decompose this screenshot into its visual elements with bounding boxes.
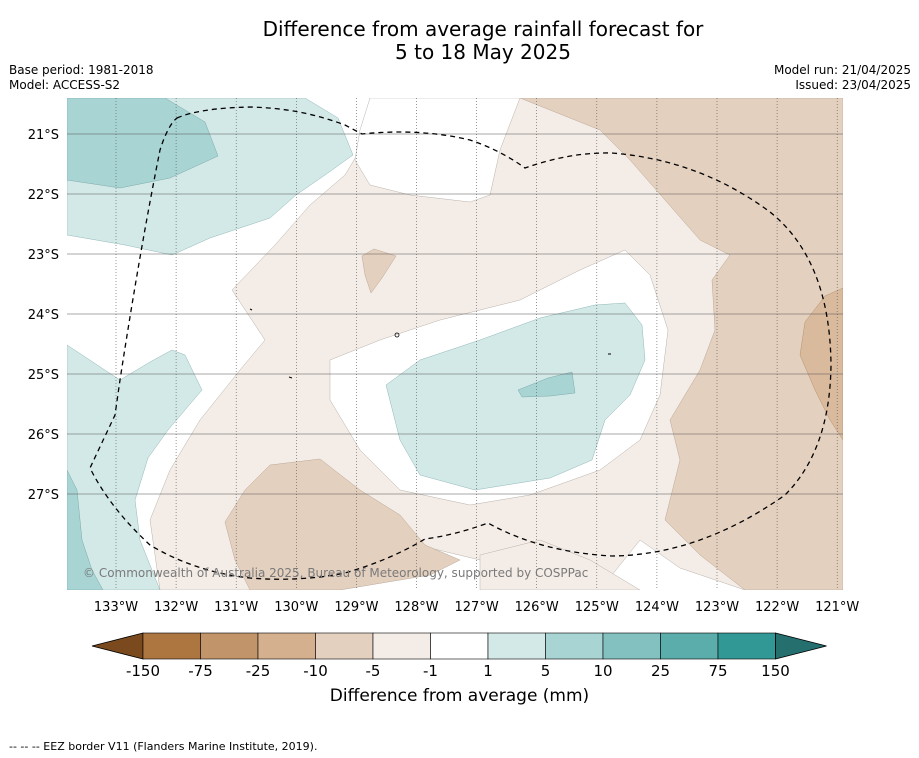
colorbar-tick-label: -25 — [246, 662, 271, 680]
latitude-label: 23°S — [28, 248, 59, 263]
longitude-labels: 133°W 132°W 131°W 130°W 129°W 128°W 127°W 126°W… — [94, 600, 860, 615]
colorbar-tick-label: 75 — [708, 662, 727, 680]
islands — [249, 308, 611, 379]
base-period: Base period: 1981-2018 — [9, 63, 154, 77]
colorbar-segment — [487, 632, 546, 660]
colorbar-segment — [315, 632, 374, 660]
colorbar-tick-label: -75 — [188, 662, 213, 680]
longitude-label: 122°W — [755, 600, 799, 615]
region-wet-1-5-central — [385, 302, 646, 491]
latitude-label: 25°S — [28, 368, 59, 383]
rainfall-anomaly-field — [67, 98, 843, 590]
map-title: Difference from average rainfall forecas… — [0, 18, 919, 64]
region-dry-5-10-small — [361, 248, 397, 294]
longitude-label: 126°W — [515, 600, 559, 615]
colorbar-tick-label: -10 — [303, 662, 328, 680]
colorbar-tick-label: -150 — [126, 662, 160, 680]
colorbar-segment — [545, 632, 604, 660]
island-mark-4 — [288, 376, 293, 379]
meta-right: Model run: 21/04/2025 Issued: 23/04/2025 — [774, 63, 911, 93]
model-run: Model run: 21/04/2025 — [773, 63, 911, 77]
longitude-label: 124°W — [635, 600, 679, 615]
longitude-label: 129°W — [334, 600, 378, 615]
region-dry-5-10-east — [519, 98, 843, 590]
colorbar-arrow-low — [91, 632, 144, 660]
title-line-1: Difference from average rainfall forecas… — [262, 17, 704, 41]
colorbar-tick-label: 1 — [483, 662, 493, 680]
longitude-label: 132°W — [154, 600, 198, 615]
longitude-label: 125°W — [575, 600, 619, 615]
colorbar-segment — [660, 632, 719, 660]
copyright-credit: © Commonwealth of Australia 2025, Bureau… — [83, 566, 588, 580]
longitude-label: 121°W — [815, 600, 859, 615]
region-wet-1-5-southwest — [67, 344, 203, 590]
colorbar-segment — [602, 632, 661, 660]
eez-border — [89, 106, 832, 580]
island-mark-1 — [394, 332, 400, 338]
colorbar-tick-label: 10 — [593, 662, 612, 680]
colorbar — [91, 632, 827, 660]
colorbar-tick-labels: -150 -75 -25 -10 -5 -1 1 5 10 25 75 150 — [126, 662, 790, 680]
colorbar-tick-label: -5 — [366, 662, 381, 680]
longitude-label: 131°W — [214, 600, 258, 615]
latitude-label: 24°S — [28, 308, 59, 323]
colorbar-segment — [717, 632, 776, 660]
colorbar-segment — [257, 632, 316, 660]
colorbar-tick-label: 5 — [541, 662, 551, 680]
colorbar-tick-label: -1 — [423, 662, 438, 680]
region-dry-10-25-east — [799, 287, 843, 441]
longitude-label: 133°W — [94, 600, 138, 615]
latitude-label: 21°S — [28, 128, 59, 143]
issued-date: Issued: 23/04/2025 — [795, 78, 911, 92]
colorbar-segment — [142, 632, 201, 660]
meta-left: Base period: 1981-2018 Model: ACCESS-S2 — [9, 63, 154, 93]
longitude-label: 130°W — [274, 600, 318, 615]
colorbar-title: Difference from average (mm) — [329, 686, 590, 706]
island-mark-3 — [249, 308, 253, 311]
model-name: Model: ACCESS-S2 — [9, 78, 121, 92]
eez-footnote: -- -- -- EEZ border V11 (Flanders Marine… — [9, 740, 318, 753]
latitude-label: 26°S — [28, 428, 59, 443]
colorbar-tick-label: 150 — [761, 662, 790, 680]
region-neutral-north — [354, 98, 521, 203]
region-wet-5-10-southwest — [67, 469, 104, 590]
longitude-label: 128°W — [394, 600, 438, 615]
region-dry-1-5-south — [479, 539, 641, 590]
title-line-2: 5 to 18 May 2025 — [395, 40, 571, 64]
longitude-label: 123°W — [695, 600, 739, 615]
latitude-label: 22°S — [28, 188, 59, 203]
colorbar-tick-label: 25 — [651, 662, 670, 680]
region-wet-5-10-central — [517, 371, 576, 398]
latitude-label: 27°S — [28, 488, 59, 503]
colorbar-segment — [372, 632, 431, 660]
region-dry-5-10-southwest — [224, 458, 461, 590]
colorbar-segment — [200, 632, 259, 660]
colorbar-arrow-high — [775, 632, 827, 660]
longitude-label: 127°W — [455, 600, 499, 615]
graticule — [67, 98, 843, 590]
region-wet-5-10-northwest — [67, 98, 219, 189]
latitude-labels: 21°S 22°S 23°S 24°S 25°S 26°S 27°S — [28, 128, 59, 503]
colorbar-segment — [430, 632, 489, 660]
